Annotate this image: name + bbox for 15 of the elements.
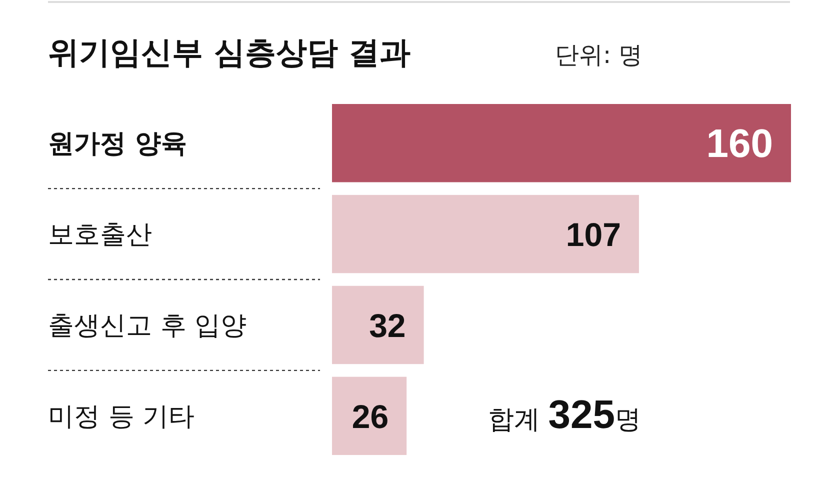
chart-title: 위기임신부 심층상담 결과 [48, 35, 411, 71]
annotation: 합계 325명 [488, 392, 642, 437]
data-label: 26 [352, 398, 389, 435]
bar [332, 376, 407, 455]
data-label: 107 [566, 216, 621, 254]
bar [332, 194, 639, 274]
y-tick-label: 미정 등 기타 [48, 402, 195, 432]
chart-subtitle: 단위: 명 [555, 41, 643, 69]
y-tick-label: 출생신고 후 입양 [48, 310, 247, 341]
bar [332, 104, 791, 182]
data-label: 32 [369, 306, 406, 344]
y-tick-label: 보호출산 [48, 220, 152, 250]
bar [332, 286, 424, 364]
data-label: 160 [706, 122, 773, 166]
y-tick-label: 원가정 양육 [48, 129, 188, 160]
